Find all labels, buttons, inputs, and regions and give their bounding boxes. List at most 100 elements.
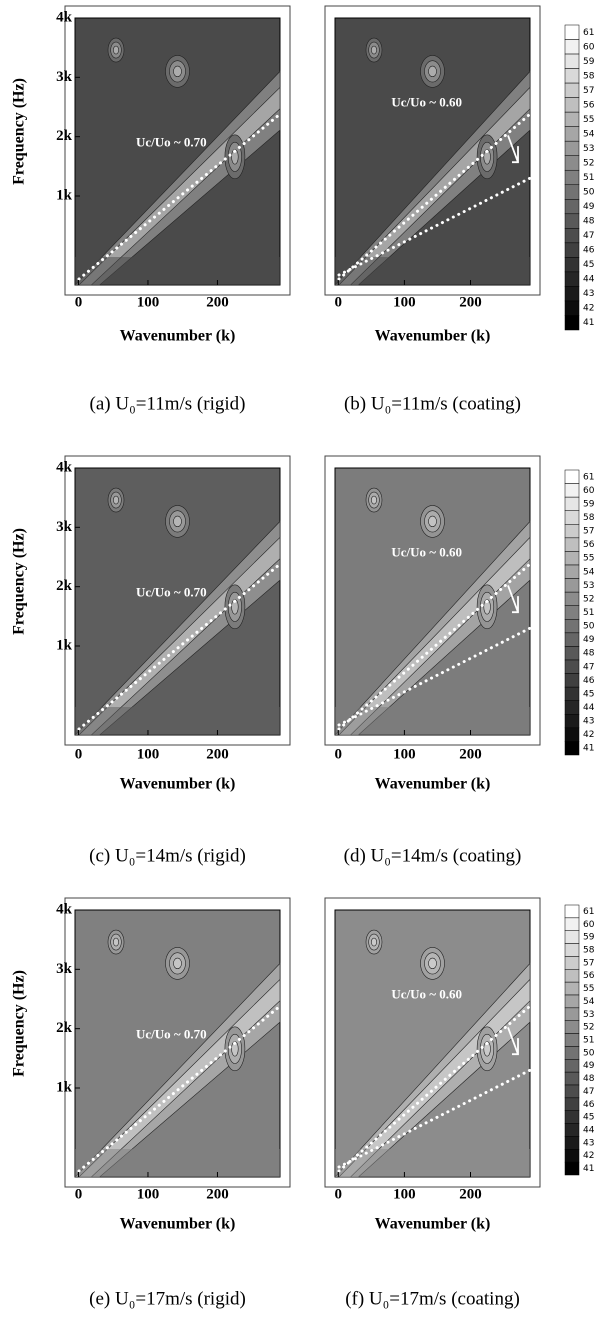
colorbar-label: 54 — [583, 997, 595, 1007]
colorbar-swatch — [564, 68, 580, 84]
colorbar-label: 52 — [583, 594, 594, 604]
colorbar-label: 51 — [583, 1036, 594, 1046]
shift-arrow — [507, 1027, 519, 1056]
colorbar-swatch — [564, 315, 580, 331]
caption: (b) U₀=11m/s (coating) — [344, 393, 521, 414]
colorbar-label: 59 — [583, 499, 595, 509]
x-axis-label: Wavenumber (k) — [120, 1216, 236, 1233]
colorbar-label: 51 — [583, 608, 594, 618]
colorbar-label: 57 — [583, 527, 594, 537]
colorbar-label: 44 — [583, 1126, 595, 1136]
colorbar-swatch — [564, 126, 580, 142]
colorbar-swatch — [564, 632, 580, 647]
colorbar-label: 47 — [583, 231, 594, 241]
x-tick-label: 0 — [335, 294, 343, 310]
convection-line — [337, 1004, 532, 1173]
x-axis-label: Wavenumber (k) — [120, 776, 236, 793]
colorbar-swatch — [564, 591, 580, 606]
annotation: Uc/Uo ~ 0.60 — [391, 544, 462, 559]
contour-blob — [483, 149, 491, 165]
colorbar-label: 43 — [583, 289, 594, 299]
low-band — [335, 257, 530, 285]
colorbar-swatch — [564, 213, 580, 229]
annotation: Uc/Uo ~ 0.70 — [136, 1026, 207, 1041]
colorbar-label: 56 — [583, 540, 595, 550]
colorbar-swatch — [564, 39, 580, 55]
x-axis-label: Wavenumber (k) — [375, 328, 491, 345]
contour-blob — [173, 65, 182, 78]
caption: (a) U₀=11m/s (rigid) — [90, 393, 246, 414]
x-tick-label: 0 — [335, 1186, 343, 1202]
colorbar-swatch — [564, 741, 580, 756]
contour-blob — [371, 937, 377, 947]
colorbar-swatch — [564, 469, 580, 484]
colorbar-swatch — [564, 1123, 580, 1137]
shift-arrow — [507, 135, 519, 164]
colorbar-label: 53 — [583, 144, 594, 154]
colorbar-label: 48 — [583, 1074, 595, 1084]
convection-line — [337, 112, 532, 281]
colorbar-swatch — [564, 551, 580, 566]
contour-blob — [173, 515, 182, 528]
y-axis-label: Frequency (Hz) — [11, 528, 28, 635]
y-tick-label: 2k — [56, 128, 73, 144]
colorbar-label: 51 — [583, 173, 594, 183]
low-band — [75, 257, 280, 285]
low-band — [75, 1149, 280, 1177]
colorbar-swatch — [564, 994, 580, 1009]
shift-arrow — [507, 585, 519, 614]
annotation: Uc/Uo ~ 0.60 — [391, 94, 462, 109]
colorbar-label: 56 — [583, 100, 595, 110]
colorbar-swatch — [564, 496, 580, 511]
colorbar-label: 59 — [583, 57, 595, 67]
contour-blob — [231, 149, 239, 165]
colorbar-label: 42 — [583, 730, 594, 740]
y-axis-label: Frequency (Hz) — [11, 78, 28, 185]
colorbar-label: 49 — [583, 202, 595, 212]
contour-blob — [483, 1041, 491, 1057]
colorbar-label: 56 — [583, 971, 595, 981]
colorbar-label: 52 — [583, 158, 594, 168]
colorbar-swatch — [564, 1071, 580, 1086]
colorbar-swatch — [564, 1084, 580, 1099]
x-tick-label: 200 — [206, 1186, 229, 1202]
convection-line — [77, 1004, 282, 1173]
colorbar-swatch — [564, 605, 580, 620]
colorbar-swatch — [564, 904, 580, 919]
colorbar-label: 49 — [583, 1061, 595, 1071]
colorbar-swatch — [564, 97, 580, 113]
caption: (e) U₀=17m/s (rigid) — [89, 1288, 246, 1309]
y-tick-label: 4k — [56, 9, 73, 25]
colorbar-label: 55 — [583, 554, 594, 564]
colorbar-label: 60 — [583, 920, 595, 930]
colorbar-swatch — [564, 646, 580, 661]
colorbar-label: 53 — [583, 581, 594, 591]
colorbar-swatch — [564, 1161, 580, 1176]
contour-blob — [428, 515, 437, 528]
colorbar-swatch — [564, 981, 580, 996]
colorbar-label: 48 — [583, 217, 595, 227]
colorbar-label: 45 — [583, 260, 594, 270]
caption: (d) U₀=14m/s (coating) — [344, 845, 522, 866]
colorbar-swatch — [564, 24, 580, 40]
y-tick-label: 1k — [56, 1079, 73, 1095]
colorbar-label: 61 — [583, 472, 594, 482]
colorbar-label: 47 — [583, 1087, 594, 1097]
colorbar-label: 54 — [583, 567, 595, 577]
convection-line — [337, 562, 532, 731]
colorbar-label: 45 — [583, 1113, 594, 1123]
x-tick-label: 200 — [459, 746, 482, 762]
x-axis-label: Wavenumber (k) — [120, 328, 236, 345]
colorbar-label: 41 — [583, 744, 594, 754]
colorbar-swatch — [564, 242, 580, 258]
y-tick-label: 1k — [56, 637, 73, 653]
colorbar-swatch — [564, 943, 580, 957]
colorbar-label: 55 — [583, 984, 594, 994]
low-band — [75, 707, 280, 735]
x-tick-label: 0 — [335, 746, 343, 762]
contour-blob — [428, 957, 437, 970]
colorbar-swatch — [564, 1149, 580, 1163]
colorbar-label: 45 — [583, 689, 594, 699]
contour-blob — [231, 1041, 239, 1057]
